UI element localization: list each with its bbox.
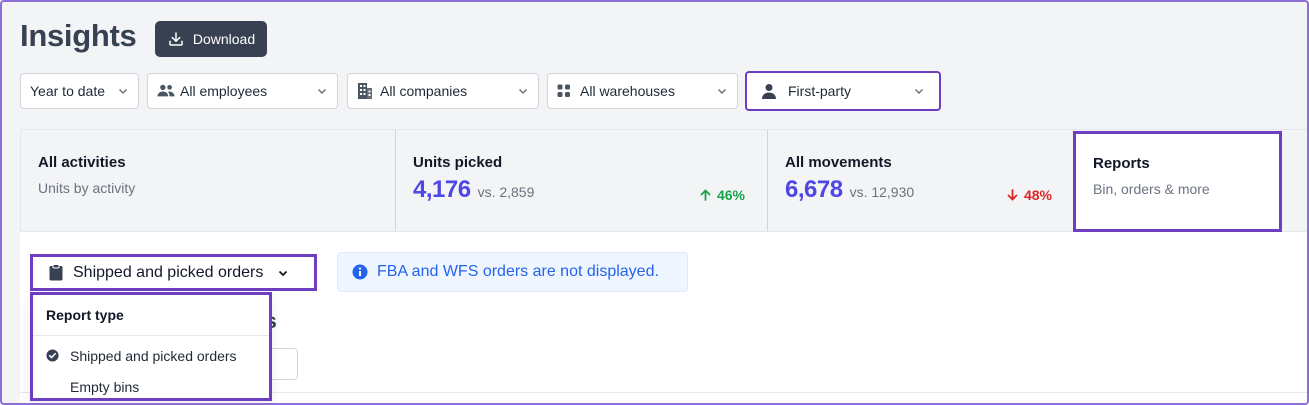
filter-warehouses[interactable]: All warehouses bbox=[547, 73, 738, 109]
card-reports[interactable]: Reports Bin, orders & more bbox=[1073, 131, 1282, 232]
units-picked-delta-value: 46% bbox=[716, 187, 745, 203]
clipboard-icon bbox=[49, 264, 63, 281]
report-type-select[interactable]: Shipped and picked orders bbox=[30, 254, 317, 291]
dropdown-header: Report type bbox=[33, 295, 269, 336]
info-banner: FBA and WFS orders are not displayed. bbox=[337, 252, 688, 292]
divider bbox=[20, 392, 1307, 393]
person-icon bbox=[761, 82, 779, 100]
filter-companies[interactable]: All companies bbox=[347, 73, 539, 109]
dropdown-option-shipped-picked[interactable]: Shipped and picked orders bbox=[33, 340, 269, 371]
filter-party-type[interactable]: First-party bbox=[745, 71, 941, 111]
movements-compare: vs. 12,930 bbox=[849, 184, 915, 200]
filter-party-type-label: First-party bbox=[788, 83, 851, 99]
users-icon bbox=[157, 82, 175, 100]
card-subtitle: Units by activity bbox=[38, 180, 136, 196]
card-divider bbox=[767, 130, 768, 231]
card-all-activities[interactable]: All activities Units by activity bbox=[21, 130, 395, 231]
card-title: All activities bbox=[38, 154, 126, 171]
chevron-down-icon bbox=[914, 88, 924, 95]
units-picked-compare: vs. 2,859 bbox=[477, 184, 535, 200]
info-banner-text: FBA and WFS orders are not displayed. bbox=[377, 263, 659, 280]
arrow-up-icon bbox=[700, 189, 711, 201]
chevron-down-icon bbox=[518, 88, 528, 95]
card-subtitle: Bin, orders & more bbox=[1093, 181, 1210, 197]
filter-date-range-label: Year to date bbox=[30, 83, 105, 99]
dropdown-option-label: Empty bins bbox=[70, 378, 140, 395]
filter-companies-label: All companies bbox=[380, 83, 468, 99]
chevron-down-icon bbox=[118, 88, 128, 95]
card-all-movements[interactable]: All movements 6,678 vs. 12,930 48% bbox=[768, 130, 1074, 231]
card-title: All movements bbox=[785, 154, 892, 171]
building-icon bbox=[357, 82, 375, 100]
grid-icon bbox=[557, 82, 575, 100]
download-icon bbox=[169, 32, 183, 46]
dropdown-option-label: Shipped and picked orders bbox=[70, 347, 237, 364]
card-divider bbox=[395, 130, 396, 231]
movements-delta: 48% bbox=[1007, 187, 1052, 203]
chevron-down-icon bbox=[317, 88, 327, 95]
units-picked-delta: 46% bbox=[700, 187, 745, 203]
card-title: Reports bbox=[1093, 155, 1150, 172]
movements-value: 6,678 bbox=[785, 176, 843, 203]
page-title: Insights bbox=[20, 18, 137, 53]
filter-employees[interactable]: All employees bbox=[147, 73, 338, 109]
chevron-down-icon bbox=[717, 88, 727, 95]
filter-employees-label: All employees bbox=[180, 83, 268, 99]
filter-warehouses-label: All warehouses bbox=[580, 83, 675, 99]
card-units-picked[interactable]: Units picked 4,176 vs. 2,859 46% bbox=[396, 130, 767, 231]
card-title: Units picked bbox=[413, 154, 503, 171]
download-label: Download bbox=[192, 31, 256, 47]
units-picked-value: 4,176 bbox=[413, 176, 471, 203]
report-type-dropdown: Report type Shipped and picked orders Em… bbox=[30, 292, 272, 401]
check-circle-icon bbox=[46, 349, 59, 362]
arrow-down-icon bbox=[1007, 189, 1018, 201]
dropdown-option-empty-bins[interactable]: Empty bins bbox=[33, 371, 269, 402]
download-button[interactable]: Download bbox=[155, 21, 267, 57]
report-type-label: Shipped and picked orders bbox=[73, 263, 264, 281]
filter-date-range[interactable]: Year to date bbox=[20, 73, 139, 109]
info-icon bbox=[352, 264, 368, 280]
movements-delta-value: 48% bbox=[1023, 187, 1052, 203]
chevron-down-icon bbox=[279, 270, 288, 276]
